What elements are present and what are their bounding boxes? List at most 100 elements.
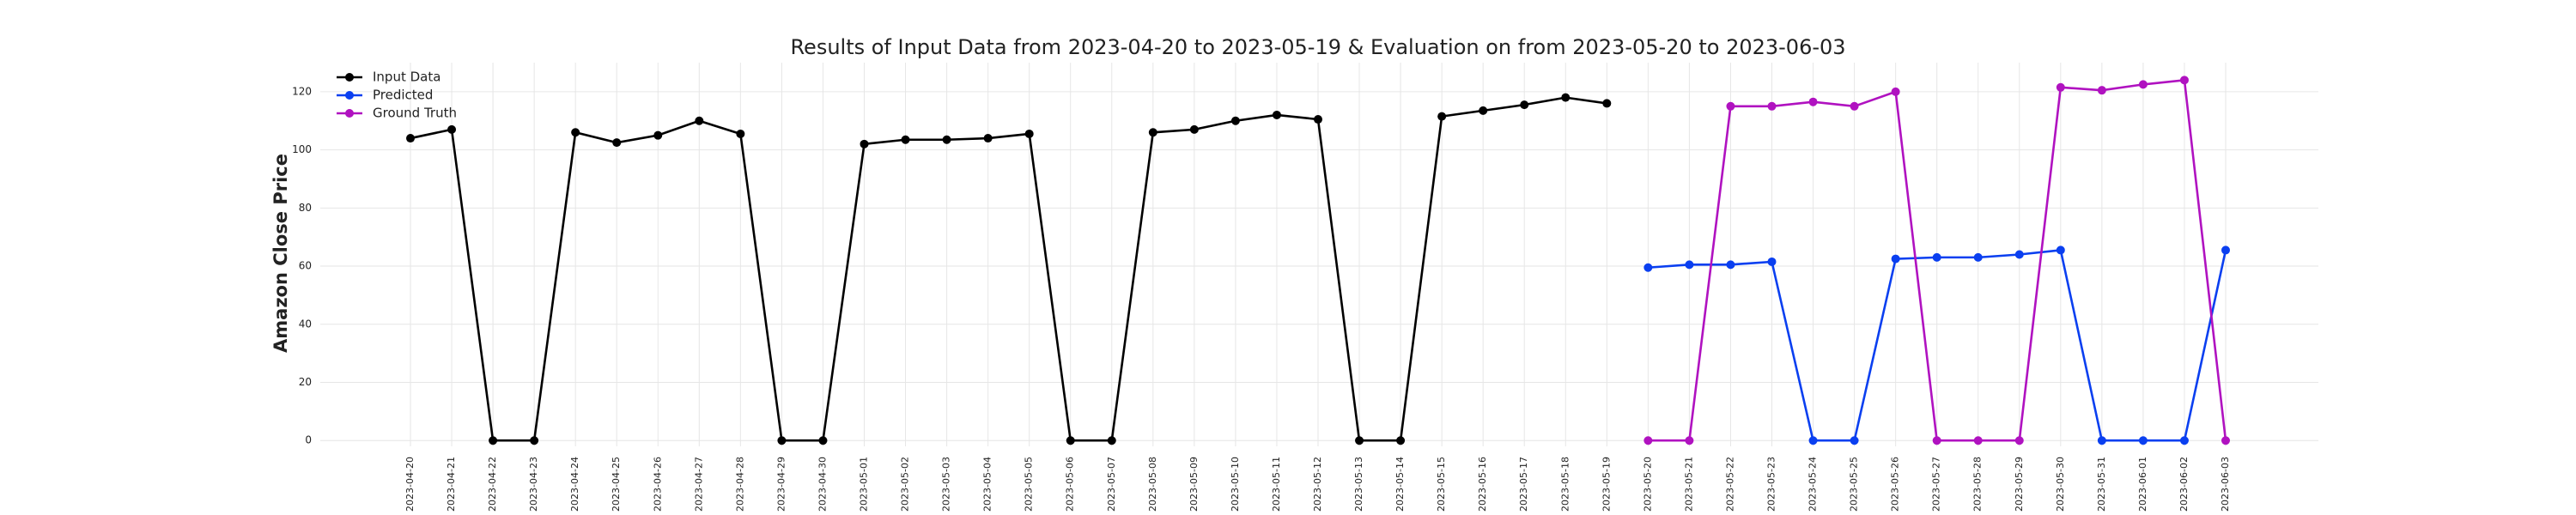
point <box>1932 436 1941 445</box>
point <box>2056 245 2065 255</box>
point <box>1767 101 1777 111</box>
point <box>1272 110 1281 119</box>
point <box>1148 128 1157 137</box>
point <box>1024 129 1034 138</box>
x-tick-label: 2023-05-03 <box>941 457 952 512</box>
point <box>1437 112 1447 121</box>
series-line <box>410 96 1607 442</box>
y-tick-label: 100 <box>292 143 312 155</box>
legend-label: Ground Truth <box>373 106 457 121</box>
point <box>1643 263 1653 272</box>
point <box>1314 115 1322 124</box>
y-tick-label: 40 <box>299 318 312 330</box>
legend-label: Predicted <box>373 88 433 103</box>
x-tick-label: 2023-04-24 <box>569 457 580 512</box>
x-tick-label: 2023-05-31 <box>2096 457 2107 512</box>
x-tick-label: 2023-05-25 <box>1849 457 1860 512</box>
x-tick-label: 2023-05-02 <box>900 457 911 512</box>
point <box>571 128 580 137</box>
x-tick-label: 2023-04-20 <box>404 457 416 512</box>
point <box>447 124 457 134</box>
x-tick-label: 2023-05-29 <box>2014 457 2025 512</box>
point <box>2014 250 2024 259</box>
point <box>1685 260 1694 270</box>
point <box>612 138 622 148</box>
x-tick-label: 2023-04-26 <box>652 457 663 512</box>
point <box>2097 86 2106 95</box>
x-tick-label: 2023-05-07 <box>1106 457 1117 512</box>
point <box>777 436 787 445</box>
legend-marker <box>345 91 354 100</box>
point <box>2179 76 2189 85</box>
x-tick-label: 2023-05-23 <box>1766 457 1777 512</box>
point <box>1973 436 1983 445</box>
point <box>1932 252 1941 262</box>
x-tick-label: 2023-04-30 <box>817 457 828 512</box>
x-tick-label: 2023-05-28 <box>1972 457 1984 512</box>
point <box>653 130 663 140</box>
x-tick-label: 2023-04-27 <box>693 457 704 512</box>
x-tick-label: 2023-05-04 <box>982 457 993 512</box>
x-tick-label: 2023-05-01 <box>859 457 870 512</box>
x-tick-label: 2023-06-01 <box>2137 457 2148 512</box>
point <box>1520 100 1529 110</box>
point <box>2221 436 2230 445</box>
x-tick-label: 2023-05-11 <box>1271 457 1282 512</box>
y-tick-label: 20 <box>299 376 312 388</box>
x-tick-label: 2023-04-25 <box>611 457 622 512</box>
x-tick-label: 2023-05-19 <box>1601 457 1612 512</box>
point <box>736 129 745 138</box>
x-tick-label: 2023-05-18 <box>1559 457 1571 512</box>
legend-label: Input Data <box>373 70 440 85</box>
point <box>1850 436 1859 445</box>
point <box>2014 436 2024 445</box>
point <box>1726 260 1735 270</box>
x-tick-label: 2023-05-30 <box>2055 457 2066 512</box>
chart-title: Results of Input Data from 2023-04-20 to… <box>790 35 1845 59</box>
x-tick-label: 2023-05-15 <box>1436 457 1447 512</box>
point <box>1891 87 1900 96</box>
point <box>1643 436 1653 445</box>
y-tick-label: 0 <box>305 434 312 446</box>
x-tick-label: 2023-05-08 <box>1147 457 1158 512</box>
point <box>489 436 498 445</box>
point <box>1479 106 1488 115</box>
point <box>1561 93 1571 102</box>
point <box>942 135 951 144</box>
y-tick-label: 120 <box>292 85 312 97</box>
point <box>2138 436 2148 445</box>
x-tick-label: 2023-05-06 <box>1065 457 1076 512</box>
x-tick-label: 2023-05-14 <box>1394 457 1406 512</box>
point <box>1685 436 1694 445</box>
point <box>1767 257 1777 266</box>
point <box>1891 254 1900 264</box>
x-tick-label: 2023-04-23 <box>528 457 539 512</box>
point <box>1066 436 1075 445</box>
point <box>1355 436 1364 445</box>
x-tick-label: 2023-05-17 <box>1518 457 1529 512</box>
y-axis-label: Amazon Close Price <box>270 154 291 353</box>
x-tick-label: 2023-06-02 <box>2178 457 2190 512</box>
point <box>1808 436 1818 445</box>
x-tick-label: 2023-04-22 <box>487 457 498 512</box>
x-tick-label: 2023-04-28 <box>734 457 745 512</box>
point <box>406 134 415 143</box>
point <box>983 134 993 143</box>
x-tick-label: 2023-05-16 <box>1477 457 1488 512</box>
legend-marker <box>345 109 354 118</box>
x-tick-label: 2023-05-05 <box>1024 457 1035 512</box>
x-tick-label: 2023-05-27 <box>1931 457 1942 512</box>
x-tick-label: 2023-05-09 <box>1188 457 1200 512</box>
point <box>1850 101 1859 111</box>
x-tick-label: 2023-05-20 <box>1642 457 1653 512</box>
point <box>530 436 539 445</box>
x-tick-label: 2023-05-13 <box>1353 457 1364 512</box>
point <box>1396 436 1406 445</box>
x-tick-label: 2023-05-21 <box>1683 457 1694 512</box>
point <box>2056 82 2065 92</box>
x-tick-label: 2023-05-24 <box>1807 457 1819 512</box>
x-tick-label: 2023-05-26 <box>1890 457 1901 512</box>
x-tick-label: 2023-06-03 <box>2220 457 2231 512</box>
point <box>1808 97 1818 106</box>
